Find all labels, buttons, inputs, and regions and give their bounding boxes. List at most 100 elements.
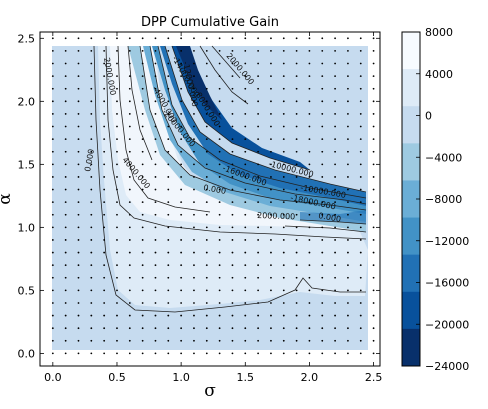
sample-point bbox=[218, 226, 221, 229]
sample-point bbox=[167, 302, 170, 304]
sample-point bbox=[321, 302, 324, 304]
sample-point bbox=[77, 226, 80, 229]
sample-point bbox=[372, 87, 375, 90]
sample-point bbox=[51, 239, 54, 241]
sample-point bbox=[231, 201, 234, 204]
sample-point bbox=[308, 125, 311, 128]
sample-point bbox=[295, 264, 298, 267]
sample-point bbox=[372, 201, 375, 204]
contour-line-neg16000 bbox=[164, 45, 367, 193]
sample-point bbox=[308, 163, 311, 166]
sample-point bbox=[244, 50, 247, 52]
sample-point bbox=[270, 138, 272, 141]
sample-point bbox=[218, 125, 221, 128]
sample-point bbox=[295, 75, 298, 78]
sample-point bbox=[321, 213, 324, 216]
sample-point bbox=[154, 289, 157, 292]
sample-point bbox=[154, 213, 157, 216]
sample-point bbox=[141, 289, 144, 292]
sample-point bbox=[103, 100, 106, 103]
sample-point bbox=[308, 201, 311, 204]
sample-point bbox=[359, 226, 362, 229]
sample-point bbox=[141, 50, 144, 52]
sample-point bbox=[321, 125, 324, 128]
x-tick-label: 1.5 bbox=[237, 371, 255, 384]
sample-point bbox=[372, 100, 375, 103]
sample-point bbox=[77, 113, 80, 115]
sample-point bbox=[77, 125, 80, 128]
sample-point bbox=[116, 201, 118, 204]
sample-point bbox=[51, 113, 54, 115]
sample-point bbox=[116, 62, 118, 65]
sample-point bbox=[141, 163, 144, 166]
sample-point bbox=[257, 302, 260, 304]
sample-point bbox=[90, 75, 93, 78]
sample-point bbox=[103, 176, 106, 178]
sample-point bbox=[103, 138, 106, 141]
sample-point bbox=[295, 138, 298, 141]
sample-point bbox=[218, 201, 221, 204]
contour-line-0 bbox=[93, 45, 366, 313]
sample-point bbox=[347, 302, 349, 304]
sample-point bbox=[295, 352, 298, 355]
sample-point bbox=[64, 163, 67, 166]
sample-point bbox=[90, 37, 93, 40]
sample-point bbox=[180, 150, 183, 153]
sample-point bbox=[218, 289, 221, 292]
sample-point bbox=[141, 314, 144, 317]
sample-point bbox=[347, 176, 349, 178]
sample-point bbox=[347, 239, 349, 241]
sample-point bbox=[180, 125, 183, 128]
sample-point bbox=[244, 289, 247, 292]
sample-point bbox=[347, 251, 349, 254]
sample-point bbox=[193, 239, 195, 241]
sample-point bbox=[244, 150, 247, 153]
sample-point bbox=[154, 62, 157, 65]
sample-point bbox=[180, 37, 183, 40]
sample-point bbox=[308, 251, 311, 254]
contour-line-neg4000 bbox=[139, 45, 367, 211]
sample-point bbox=[103, 264, 106, 267]
y-axis: 0.0 0.5 1.0 1.5 2.0 2.5 bbox=[18, 32, 380, 360]
colorbar-tick-label: 4000 bbox=[425, 68, 453, 81]
sample-point bbox=[141, 264, 144, 267]
sample-point bbox=[103, 113, 106, 115]
sample-point bbox=[321, 327, 324, 330]
sample-point bbox=[141, 87, 144, 90]
sample-point bbox=[116, 314, 118, 317]
sample-point bbox=[244, 213, 247, 216]
sample-point bbox=[167, 188, 170, 191]
sample-point bbox=[77, 352, 80, 355]
sample-point bbox=[372, 314, 375, 317]
sample-point bbox=[193, 62, 195, 65]
sample-point bbox=[321, 176, 324, 178]
sample-point bbox=[347, 37, 349, 40]
contour-label: 2000.000 bbox=[257, 211, 295, 221]
sample-point bbox=[141, 125, 144, 128]
colorbar-tick-label: −24000 bbox=[425, 360, 469, 373]
sample-point bbox=[257, 37, 260, 40]
sample-point bbox=[103, 62, 106, 65]
sample-point bbox=[282, 226, 285, 229]
sample-point bbox=[334, 188, 336, 191]
sample-point bbox=[128, 87, 131, 90]
sample-point bbox=[154, 100, 157, 103]
sample-point bbox=[359, 100, 362, 103]
sample-point bbox=[77, 314, 80, 317]
sample-point bbox=[154, 163, 157, 166]
sample-point bbox=[359, 251, 362, 254]
sample-point bbox=[231, 226, 234, 229]
sample-point bbox=[205, 226, 208, 229]
colorbar-tick-label: −4000 bbox=[425, 151, 462, 164]
sample-point bbox=[64, 289, 67, 292]
sample-point bbox=[141, 100, 144, 103]
contour-label: 0.000 bbox=[203, 183, 227, 196]
sample-point bbox=[282, 37, 285, 40]
sample-point bbox=[218, 239, 221, 241]
sample-point bbox=[205, 264, 208, 267]
sample-point bbox=[193, 264, 195, 267]
sample-point bbox=[270, 150, 272, 153]
sample-point bbox=[205, 150, 208, 153]
sample-point bbox=[51, 188, 54, 191]
sample-point bbox=[359, 314, 362, 317]
